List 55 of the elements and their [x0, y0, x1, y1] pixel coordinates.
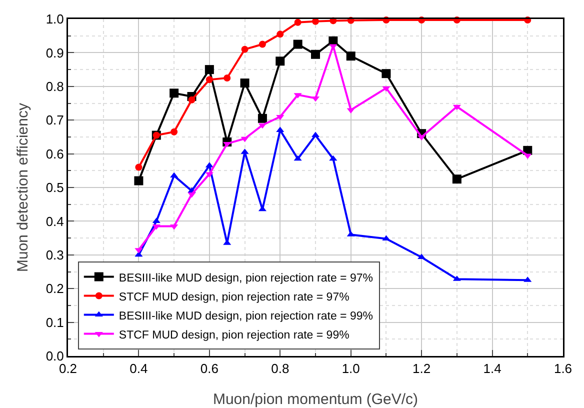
point	[135, 164, 142, 171]
y-tick-label: 0.4	[46, 214, 64, 229]
y-tick-label: 0.3	[46, 247, 64, 262]
point	[204, 65, 214, 74]
x-axis-title: Muon/pion momentum (GeV/c)	[212, 391, 418, 408]
point	[311, 50, 320, 59]
y-tick-label: 0.5	[46, 180, 64, 196]
point	[240, 136, 249, 142]
point	[276, 30, 284, 38]
point	[294, 155, 302, 161]
point	[258, 114, 267, 123]
legend-label: STCF MUD design, pion rejection rate = 97%	[118, 291, 350, 304]
point	[240, 78, 250, 88]
point	[241, 46, 248, 53]
y-tick-label: 1.0	[46, 12, 64, 27]
point	[224, 74, 231, 82]
point	[329, 155, 338, 161]
x-tick-label: 0.4	[130, 361, 148, 376]
y-tick-label: 0.7	[46, 112, 64, 128]
y-tick-label: 0.8	[46, 78, 64, 94]
legend-label: BESIII-like MUD design, pion rejection rate = 97%	[118, 272, 373, 284]
y-tick-label: 0.9	[46, 45, 64, 60]
y-tick-label: 0.1	[46, 314, 64, 330]
y-tick-label: 0.6	[46, 146, 64, 162]
x-tick-label: 1.6	[554, 361, 572, 376]
x-tick-label: 0.6	[200, 361, 218, 376]
x-tick-label: 1.0	[342, 361, 360, 376]
y-tick-label: 0.0	[46, 348, 64, 364]
point	[170, 128, 178, 136]
point	[258, 123, 266, 129]
point	[418, 254, 426, 260]
point	[134, 176, 144, 186]
x-tick-label: 0.2	[58, 361, 78, 376]
point	[293, 40, 302, 49]
point	[276, 56, 285, 66]
point	[294, 18, 302, 26]
legend-label: STCF MUD design, pion rejection rate = 99%	[118, 329, 350, 342]
point	[382, 69, 391, 78]
point	[382, 86, 390, 92]
point	[276, 114, 284, 120]
point	[206, 76, 213, 84]
y-tick-label: 0.2	[46, 281, 64, 296]
point	[258, 40, 266, 48]
x-tick-label: 0.8	[271, 361, 290, 376]
x-tick-label: 1.2	[412, 361, 431, 376]
point	[452, 104, 461, 110]
point	[188, 192, 196, 198]
point	[452, 174, 462, 184]
x-tick-label: 1.4	[483, 361, 502, 376]
point	[346, 52, 356, 61]
point	[170, 88, 179, 98]
point	[188, 96, 196, 104]
legend-label: BESIII-like MUD design, pion rejection rate = 99%	[118, 310, 373, 322]
point	[205, 172, 214, 178]
y-axis-title: Muon detection efficiency	[14, 102, 32, 272]
